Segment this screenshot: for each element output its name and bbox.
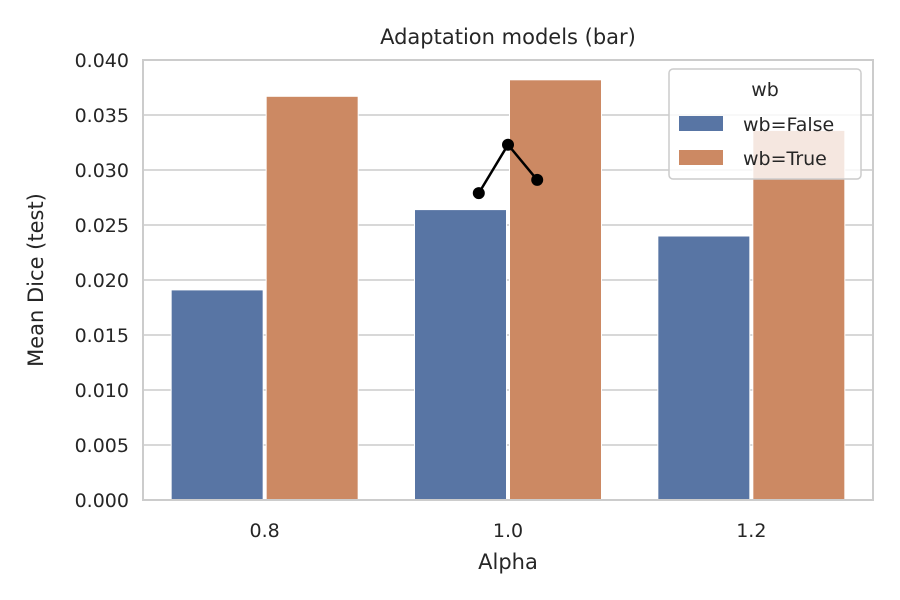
y-axis-ticks: 0.000 0.005 0.010 0.015 0.020 0.025 0.030 0.035… [75,50,129,512]
bars [170,79,846,501]
x-tick-label: 1.2 [736,520,766,542]
chart-title: Adaptation models (bar) [380,25,636,49]
legend-title: wb [751,79,779,101]
y-tick-label: 0.030 [75,160,129,182]
legend-swatch [679,150,723,165]
legend-items: wb=False wb=True [679,114,834,170]
legend-label: wb=True [743,148,827,170]
bar-wb-true [752,129,846,501]
x-axis-ticks: 0.8 1.0 1.2 [250,520,767,542]
bar-wb-false [414,209,507,501]
bar-wb-false [657,235,751,501]
overlay-marker [502,138,514,151]
y-tick-label: 0.010 [75,380,129,402]
plot-frame [142,59,874,501]
legend-swatch [679,116,723,131]
overlay-marker [472,187,485,200]
y-tick-label: 0.040 [75,50,129,72]
y-tick-label: 0.035 [75,105,129,127]
legend: wb wb=False wb=True [668,68,862,180]
x-tick-label: 0.8 [250,520,280,542]
bar-wb-true [509,79,602,501]
y-tick-label: 0.020 [75,270,129,292]
x-tick-label: 1.0 [493,520,523,542]
y-tick-label: 0.025 [75,215,129,237]
bar-wb-true [265,95,359,501]
y-tick-label: 0.005 [75,435,129,457]
y-tick-label: 0.000 [75,490,129,512]
legend-label: wb=False [743,114,834,136]
y-axis-label: Mean Dice (test) [24,193,48,367]
overlay-line-group [472,138,544,200]
x-axis-label: Alpha [478,550,538,574]
overlay-marker [531,173,544,186]
y-tick-label: 0.015 [75,325,129,347]
bar-wb-false [170,289,264,501]
